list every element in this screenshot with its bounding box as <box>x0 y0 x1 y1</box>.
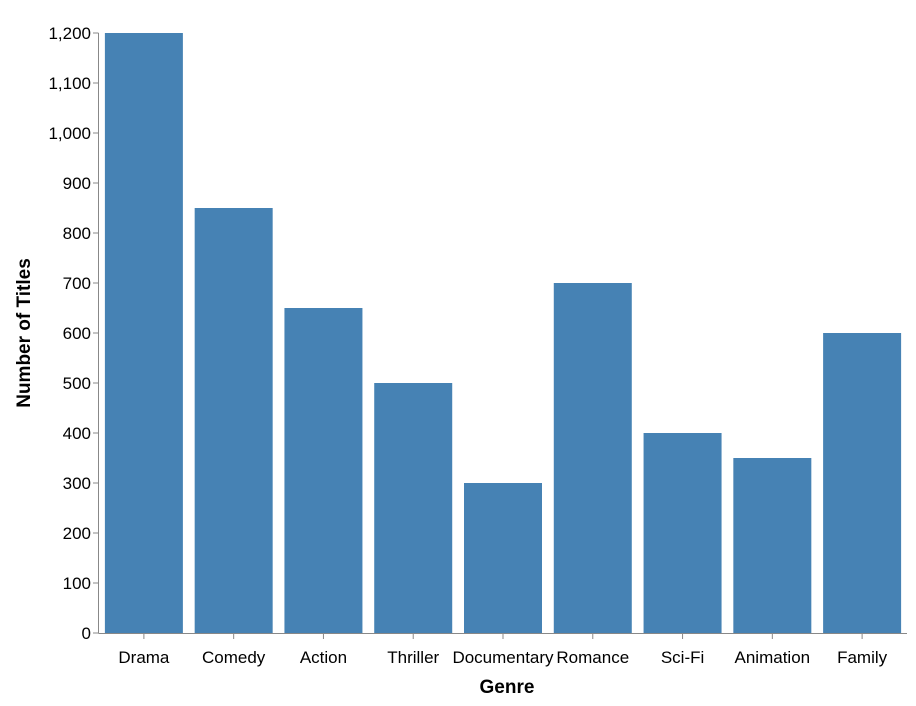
y-tick-label: 200 <box>63 524 91 543</box>
x-tick-label-documentary: Documentary <box>452 648 554 667</box>
bar-drama <box>104 33 183 633</box>
y-axis: 0 100 200 300 400 500 600 700 800 900 1,000 1,100 1,… <box>48 24 99 643</box>
y-tick-label: 700 <box>63 274 91 293</box>
y-tick-label: 800 <box>63 224 91 243</box>
bar-animation <box>733 458 812 633</box>
x-tick-label-animation: Animation <box>735 648 811 667</box>
bar-sci-fi <box>643 433 722 633</box>
x-tick-label-comedy: Comedy <box>202 648 266 667</box>
y-tick-label: 100 <box>63 574 91 593</box>
bar-thriller <box>374 383 453 633</box>
x-tick-label-drama: Drama <box>118 648 170 667</box>
x-axis-title: Genre <box>480 677 535 698</box>
bar-comedy <box>194 208 273 633</box>
y-axis-title: Number of Titles <box>14 258 35 408</box>
x-tick-label-family: Family <box>837 648 888 667</box>
bars-layer <box>104 33 902 633</box>
y-tick-label: 1,000 <box>48 124 91 143</box>
x-tick-label-action: Action <box>300 648 347 667</box>
y-tick-label: 600 <box>63 324 91 343</box>
y-tick-label: 300 <box>63 474 91 493</box>
y-tick-label: 1,100 <box>48 74 91 93</box>
bar-family <box>823 333 902 633</box>
y-tick-label: 500 <box>63 374 91 393</box>
x-tick-label-sci-fi: Sci-Fi <box>661 648 704 667</box>
bar-romance <box>553 283 632 633</box>
y-tick-label: 900 <box>63 174 91 193</box>
y-tick-label: 400 <box>63 424 91 443</box>
x-tick-label-romance: Romance <box>556 648 629 667</box>
x-tick-label-thriller: Thriller <box>387 648 439 667</box>
y-tick-label: 1,200 <box>48 24 91 43</box>
y-tick-label: 0 <box>82 624 91 643</box>
x-axis: Drama Comedy Action Thriller Documentary Roma… <box>98 633 907 667</box>
bar-action <box>284 308 363 633</box>
bar-documentary <box>464 483 542 633</box>
